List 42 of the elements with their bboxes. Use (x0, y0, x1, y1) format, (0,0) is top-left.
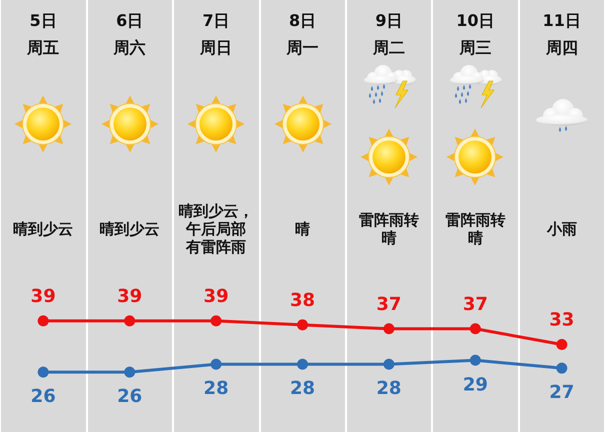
point (210, 315, 222, 326)
data-label: 39 (117, 286, 142, 307)
data-label: 26 (117, 386, 142, 408)
x-tick-label: 9日周二 (372, 11, 405, 57)
text: 晴到少云 (100, 220, 160, 238)
data-label: 39 (30, 286, 56, 307)
data-label: 37 (376, 294, 402, 315)
text: 晴到少云 (13, 220, 74, 238)
x-tick-label: 7日周日 (199, 11, 232, 57)
text: 雷阵雨转晴 (445, 211, 506, 247)
data-label: 37 (462, 294, 488, 315)
data-label: 28 (204, 378, 229, 400)
point (124, 315, 136, 326)
point (470, 323, 481, 334)
point (297, 358, 308, 370)
point (470, 354, 481, 366)
x-tick-label: 6日周六 (112, 11, 146, 57)
data-label: 39 (204, 286, 229, 307)
point (38, 366, 49, 378)
point (556, 362, 568, 374)
data-label: 38 (290, 290, 316, 311)
point (210, 358, 222, 370)
point (383, 323, 394, 334)
x-tick-label: 5日周五 (26, 11, 60, 57)
data-label: 26 (30, 386, 56, 408)
data-label: 33 (549, 310, 574, 331)
data-label: 29 (462, 374, 488, 396)
point (124, 366, 136, 378)
point (556, 339, 568, 350)
point (38, 315, 49, 326)
data-label: 28 (376, 378, 402, 400)
text: 雷阵雨转晴 (358, 211, 419, 247)
point (383, 358, 394, 370)
point (297, 319, 308, 330)
data-label: 28 (290, 378, 316, 400)
data-label: 27 (549, 382, 574, 404)
x-tick-label: 8日周一 (286, 11, 318, 57)
text: 晴到少云，午后局部有雷阵雨 (178, 202, 254, 256)
x-tick-label: 11日周四 (542, 11, 581, 57)
x-tick-label: 10日周三 (456, 11, 494, 57)
text: 小雨 (546, 220, 577, 238)
text: 晴 (295, 220, 310, 238)
